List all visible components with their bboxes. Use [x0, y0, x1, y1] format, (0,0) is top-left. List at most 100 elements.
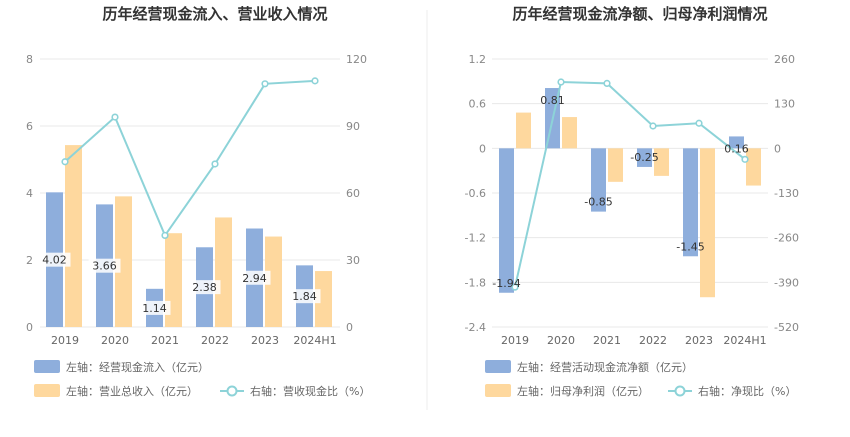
data-label: 2.94: [242, 272, 267, 285]
bar-secondary[interactable]: [654, 148, 669, 176]
right-tick-label: -520: [774, 321, 799, 334]
legend-label: 左轴：归母净利润（亿元）: [517, 384, 649, 398]
data-label-bg: [288, 289, 321, 304]
ratio-point[interactable]: [111, 113, 119, 121]
x-axis-ticks: 2019 2020 2021 2022 2023 2024H1: [51, 334, 337, 347]
right-tick-label: 30: [346, 254, 360, 267]
bar-secondary[interactable]: [516, 112, 531, 149]
bar-secondary[interactable]: [65, 145, 82, 327]
data-label: 2.38: [192, 281, 217, 294]
data-label: 3.66: [92, 260, 117, 273]
data-labels: -1.94 0.81 -0.85 -0.25 -1.45 0.16: [492, 94, 748, 290]
left-tick-label: 8: [26, 53, 33, 66]
ratio-point[interactable]: [61, 158, 69, 166]
x-tick-label: 2021: [151, 334, 179, 347]
grid: [492, 58, 768, 328]
legend-label: 左轴：经营活动现金流净额（亿元）: [517, 360, 693, 374]
data-label: 0.81: [540, 94, 565, 107]
x-tick-label: 2022: [639, 334, 667, 347]
left-tick-label: -2.4: [465, 321, 486, 334]
bar-secondary[interactable]: [315, 271, 332, 327]
right-tick-label: 260: [774, 53, 795, 66]
left-tick-label: -1.8: [465, 276, 486, 289]
x-tick-label: 2019: [51, 334, 79, 347]
ratio-point[interactable]: [603, 79, 611, 87]
ratio-point[interactable]: [557, 78, 565, 86]
bars: [499, 88, 761, 298]
left-tick-label: -0.6: [465, 187, 486, 200]
legend-marker: [674, 385, 686, 397]
bar-primary[interactable]: [591, 148, 606, 212]
legend-item-revenue[interactable]: 左轴：营业总收入（亿元）: [34, 384, 198, 398]
legend-item-net-profit[interactable]: 左轴：归母净利润（亿元）: [485, 384, 649, 398]
chart-title: 历年经营现金流净额、归母净利润情况: [512, 5, 767, 23]
legend-swatch: [34, 384, 60, 397]
legend-swatch: [485, 360, 511, 373]
left-tick-label: 0: [479, 142, 486, 155]
legend-item-ratio[interactable]: 右轴：营收现金比（%）: [220, 384, 370, 398]
bar-secondary[interactable]: [265, 236, 282, 327]
x-tick-label: 2021: [593, 334, 621, 347]
x-axis-ticks: 2019 2020 2021 2022 2023 2024H1: [501, 334, 767, 347]
bar-secondary[interactable]: [115, 196, 132, 327]
legend-swatch: [485, 384, 511, 397]
x-tick-label: 2020: [547, 334, 575, 347]
legend-label: 左轴：营业总收入（亿元）: [66, 384, 198, 398]
right-tick-label: -260: [774, 232, 799, 245]
data-label-bg: [88, 258, 121, 273]
left-axis-ticks: 0 2 4 6 8: [26, 53, 33, 334]
ratio-point[interactable]: [161, 231, 169, 240]
data-label: 1.84: [292, 290, 317, 303]
left-tick-label: 2: [26, 254, 33, 267]
data-label-bg: [38, 252, 71, 267]
bar-primary[interactable]: [729, 136, 744, 149]
ratio-point[interactable]: [211, 160, 219, 168]
ratio-line: [61, 77, 319, 240]
legend-item-net-cash[interactable]: 左轴：经营活动现金流净额（亿元）: [485, 360, 693, 374]
bar-secondary[interactable]: [608, 148, 623, 182]
ratio-line-path: [514, 80, 746, 288]
legend-swatch: [34, 360, 60, 373]
left-tick-label: -1.2: [465, 232, 486, 245]
bar-secondary[interactable]: [562, 117, 577, 149]
bar-primary[interactable]: [637, 148, 652, 167]
ratio-point[interactable]: [261, 80, 269, 88]
data-label-bg: [138, 300, 171, 315]
x-tick-label: 2019: [501, 334, 529, 347]
right-axis-ticks: 0 30 60 90 120: [346, 53, 367, 334]
legend-label: 左轴：经营现金流入（亿元）: [66, 360, 209, 374]
ratio-point[interactable]: [649, 122, 657, 130]
x-tick-label: 2024H1: [293, 334, 336, 347]
data-label: -0.85: [584, 196, 612, 209]
right-tick-label: 130: [774, 98, 795, 111]
data-label-bg: [238, 270, 271, 285]
data-label-bg: [188, 280, 221, 295]
x-tick-label: 2023: [251, 334, 279, 347]
bar-secondary[interactable]: [746, 148, 761, 186]
legend: 左轴：经营活动现金流净额（亿元） 左轴：归母净利润（亿元） 右轴：净现比（%）: [485, 360, 796, 398]
right-tick-label: 0: [774, 142, 781, 155]
right-tick-label: 120: [346, 53, 367, 66]
data-label: -1.45: [676, 240, 704, 253]
ratio-line: [511, 78, 749, 291]
bar-secondary[interactable]: [215, 217, 232, 327]
ratio-point[interactable]: [741, 155, 749, 163]
bar-secondary[interactable]: [700, 148, 715, 298]
ratio-point[interactable]: [695, 119, 703, 127]
data-label: -1.94: [492, 277, 520, 290]
left-tick-label: 6: [26, 120, 33, 133]
right-tick-label: 90: [346, 120, 360, 133]
left-axis-ticks: -2.4 -1.8 -1.2 -0.6 0 0.6 1.2: [465, 53, 486, 334]
bar-primary[interactable]: [683, 148, 698, 257]
left-tick-label: 1.2: [469, 53, 487, 66]
ratio-point[interactable]: [511, 283, 519, 291]
legend-item-ratio[interactable]: 右轴：净现比（%）: [668, 384, 796, 398]
chart-title: 历年经营现金流入、营业收入情况: [102, 5, 327, 23]
x-tick-label: 2023: [685, 334, 713, 347]
bar-primary[interactable]: [499, 148, 514, 293]
ratio-point[interactable]: [311, 77, 319, 85]
legend-item-cash-inflow[interactable]: 左轴：经营现金流入（亿元）: [34, 360, 209, 374]
right-tick-label: -390: [774, 276, 799, 289]
left-tick-label: 0: [26, 321, 33, 334]
